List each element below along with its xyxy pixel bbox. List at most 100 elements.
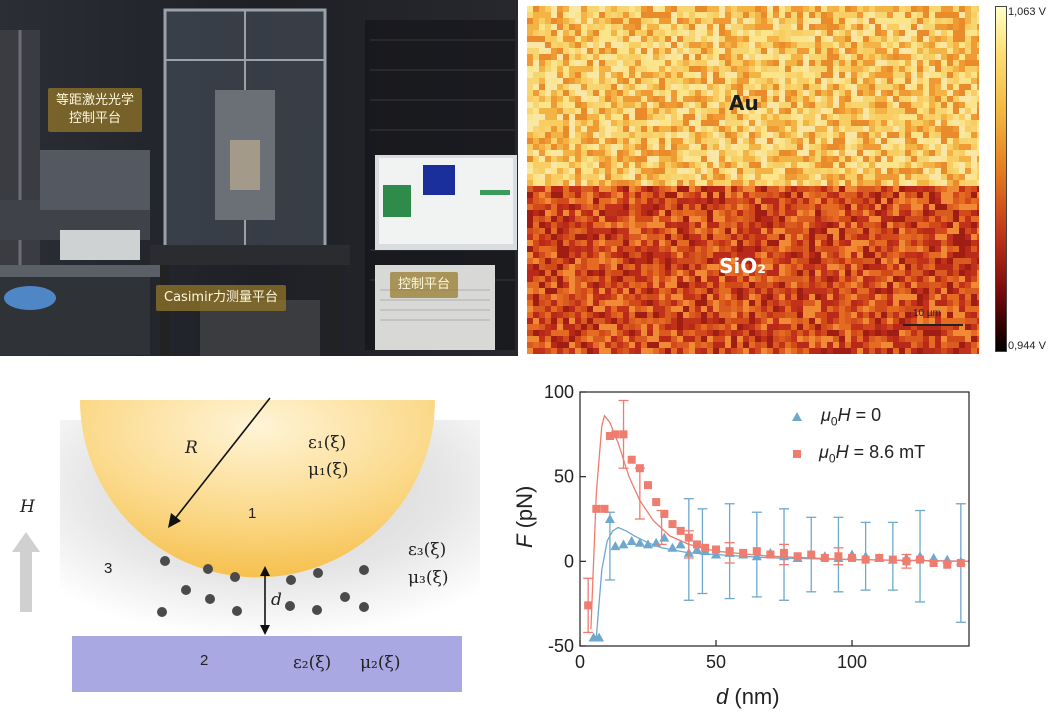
series-1-point-28 xyxy=(875,553,884,562)
series-0-point-4 xyxy=(618,539,629,549)
series-0-point-18 xyxy=(751,551,762,561)
optics-platform-label: 等距激光光学 控制平台 xyxy=(48,88,143,132)
plate-eps: ε₂(ξ) xyxy=(293,653,332,673)
scale-bar-label: 10 µm xyxy=(913,308,941,319)
series-1-point-24 xyxy=(820,553,829,562)
legend-1-var: H xyxy=(835,441,849,462)
casimir-schematic: R ε₁(ξ) μ₁(ξ) 1 H 3 ε₃(ξ) μ₃(ξ) d 2 ε₂(ξ… xyxy=(0,380,520,721)
bottom-plate xyxy=(72,636,462,692)
schematic-drawing xyxy=(12,397,480,692)
colorbar-min-label: 0,944 V xyxy=(1008,340,1046,352)
series-0-point-2 xyxy=(604,514,615,523)
series-1-point-7 xyxy=(635,464,644,473)
legend-square-icon xyxy=(793,449,801,458)
series-0-point-7 xyxy=(643,539,654,549)
medium-eps: ε₃(ξ) xyxy=(408,540,447,560)
series-0-fit-line xyxy=(595,526,970,638)
series-1-point-32 xyxy=(929,559,938,568)
series-1-point-26 xyxy=(848,553,857,562)
series-1-point-22 xyxy=(793,552,802,561)
series-0-point-1 xyxy=(594,632,605,642)
au-region-label: Au xyxy=(729,91,759,115)
series-0-point-13 xyxy=(691,544,702,554)
series-0-point-8 xyxy=(651,537,662,547)
series-0-point-5 xyxy=(626,536,637,546)
series-0-point-15 xyxy=(711,549,722,559)
y-tick-label-0: -50 xyxy=(548,636,574,656)
map-image xyxy=(527,6,979,354)
lab-photo: 等距激光光学 控制平台 Casimir力测量平台 控制平台 xyxy=(0,0,518,356)
series-0-point-6 xyxy=(634,537,645,547)
sphere-mu: μ₁(ξ) xyxy=(308,460,349,480)
legend-item-1: μ0H = 8.6 mT xyxy=(792,437,925,474)
legend-1-prefix: μ xyxy=(819,441,829,462)
series-1-point-2 xyxy=(600,504,609,513)
field-arrow xyxy=(12,532,40,612)
legend-0-var: H xyxy=(837,405,851,425)
series-1-point-18 xyxy=(739,548,748,557)
sphere-eps: ε₁(ξ) xyxy=(308,433,347,453)
series-1-point-13 xyxy=(684,533,693,542)
legend-item-0: μ0H = 0 xyxy=(792,400,925,437)
x-axis-var: d xyxy=(716,684,729,709)
x-axis-unit: (nm) xyxy=(734,684,780,709)
axes: 0 50 100 -50 0 50 100 xyxy=(544,382,970,672)
series-1-point-3 xyxy=(605,432,614,441)
scale-bar: 10 µm xyxy=(903,308,963,338)
legend-0-rest: = 0 xyxy=(850,405,882,425)
medium-mu: μ₃(ξ) xyxy=(408,568,449,588)
sphere-number: 1 xyxy=(248,505,257,522)
colorbar xyxy=(995,6,1007,352)
y-tick-label-3: 100 xyxy=(544,382,574,402)
plate-mu: μ₂(ξ) xyxy=(360,653,401,673)
lab-photo-illustration xyxy=(0,0,518,356)
series-1-point-21 xyxy=(780,548,789,557)
casimir-platform-label: Casimir力测量平台 xyxy=(156,285,287,311)
control-platform-label: 控制平台 xyxy=(390,272,459,298)
sio2-region-label: SiO₂ xyxy=(719,254,767,278)
series-0-point-11 xyxy=(675,539,686,549)
series-1-point-30 xyxy=(902,557,911,566)
series-1-point-9 xyxy=(652,498,661,507)
y-axis-label: F (pN) xyxy=(512,486,538,548)
legend-triangle-icon xyxy=(792,412,802,421)
series-1-point-34 xyxy=(956,559,965,568)
y-tick-label-2: 50 xyxy=(554,467,574,487)
plot-frame xyxy=(579,391,970,647)
series-1-point-17 xyxy=(725,547,734,556)
force-distance-chart: 0 50 100 -50 0 50 100 F (pN) d (nm) μ0H = 0 μ0… xyxy=(512,378,1058,721)
legend: μ0H = 0 μ0H = 8.6 mT xyxy=(792,400,925,473)
series-1-point-6 xyxy=(627,455,636,464)
field-label: H xyxy=(20,497,35,517)
gap-label: d xyxy=(271,590,282,610)
legend-1-rest: = 8.6 mT xyxy=(848,441,926,462)
legend-1-sub: 0 xyxy=(828,451,836,466)
legend-0-prefix: μ xyxy=(821,405,831,425)
series-1-point-8 xyxy=(644,481,653,490)
series-1-point-20 xyxy=(766,550,775,559)
y-axis-unit: (pN) xyxy=(512,485,537,529)
series-1-point-0 xyxy=(584,601,593,610)
y-tick-label-1: 0 xyxy=(564,551,574,571)
series-1-point-16 xyxy=(712,545,721,554)
series-1-point-33 xyxy=(943,560,952,569)
series-1-point-15 xyxy=(701,543,710,552)
series-1-point-4 xyxy=(611,430,620,439)
series-1-point-11 xyxy=(668,520,677,529)
series-1-point-31 xyxy=(916,555,925,564)
surface-potential-map: Au SiO₂ 10 µm xyxy=(527,6,979,354)
series-1-point-19 xyxy=(752,547,761,556)
series-1-point-25 xyxy=(834,552,843,561)
series-1-point-10 xyxy=(660,509,669,518)
series-1-point-23 xyxy=(807,550,816,559)
series-0-point-10 xyxy=(667,542,678,552)
series-1-point-14 xyxy=(692,540,701,549)
medium-number: 3 xyxy=(104,560,113,577)
x-tick-label-1: 50 xyxy=(706,652,726,672)
plot-area xyxy=(583,399,970,642)
colorbar-max-label: 1,063 V xyxy=(1008,6,1046,18)
x-tick-label-2: 100 xyxy=(837,652,867,672)
radius-label: R xyxy=(185,438,198,458)
series-1-point-1 xyxy=(592,504,601,513)
series-0-point-3 xyxy=(610,541,621,551)
